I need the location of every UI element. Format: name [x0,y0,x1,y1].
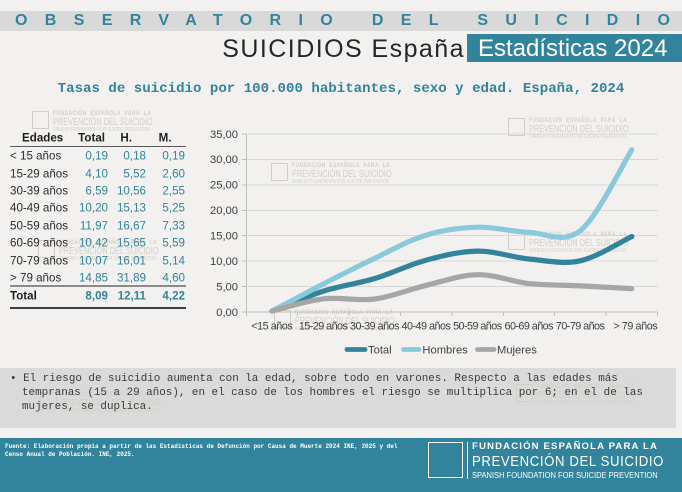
svg-text:30,00: 30,00 [210,154,238,166]
svg-text:50-59 años: 50-59 años [453,321,503,333]
svg-text:15-29 años: 15-29 años [299,321,349,333]
svg-text:<15 años: <15 años [251,321,293,333]
svg-text:70-79 años: 70-79 años [556,321,606,333]
svg-text:> 79 años: > 79 años [613,321,658,333]
svg-text:40-49 años: 40-49 años [401,321,451,333]
svg-text:30-39 años: 30-39 años [350,321,400,333]
svg-text:Mujeres: Mujeres [497,345,537,357]
svg-text:20,00: 20,00 [210,205,238,217]
svg-text:5,00: 5,00 [216,281,238,293]
svg-text:Hombres: Hombres [422,345,468,357]
svg-text:60-69 años: 60-69 años [505,321,555,333]
svg-text:25,00: 25,00 [210,180,238,192]
svg-text:0,00: 0,00 [216,307,238,319]
svg-text:35,00: 35,00 [210,129,238,141]
svg-text:15,00: 15,00 [210,231,238,243]
svg-text:10,00: 10,00 [210,256,238,268]
svg-text:Total: Total [368,345,392,357]
